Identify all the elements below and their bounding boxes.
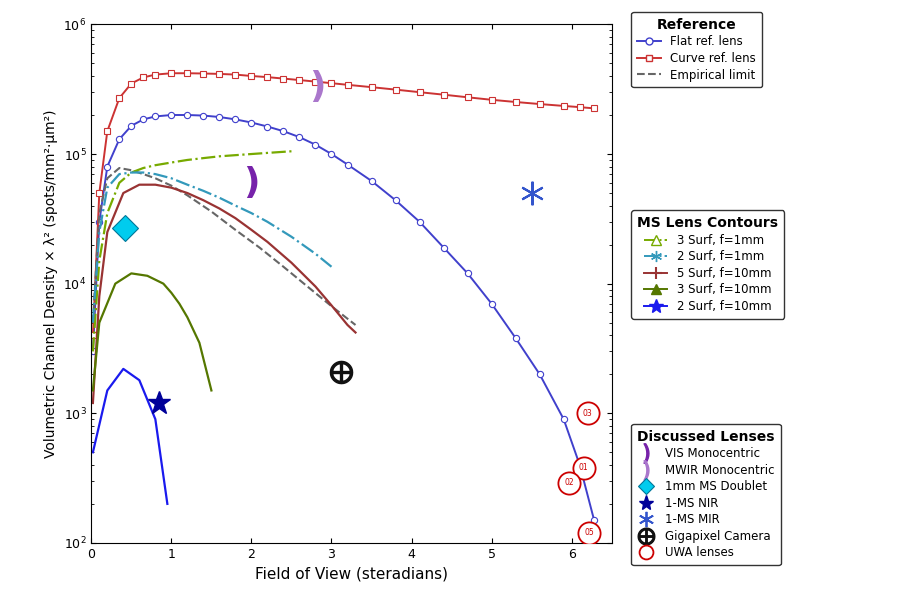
Legend: Flat ref. lens, Curve ref. lens, Empirical limit: Flat ref. lens, Curve ref. lens, Empiric… (631, 12, 762, 87)
Text: 03: 03 (582, 409, 593, 418)
Text: ): ) (243, 166, 259, 200)
Y-axis label: Volumetric Channel Density × λ² (spots/mm²·μm²): Volumetric Channel Density × λ² (spots/m… (44, 109, 58, 458)
Text: 02: 02 (564, 478, 574, 487)
Legend: 3 Surf, f=1mm, 2 Surf, f=1mm, 5 Surf, f=10mm, 3 Surf, f=10mm, 2 Surf, f=10mm: 3 Surf, f=1mm, 2 Surf, f=1mm, 5 Surf, f=… (631, 210, 784, 319)
Text: 05: 05 (584, 528, 594, 537)
X-axis label: Field of View (steradians): Field of View (steradians) (255, 566, 448, 581)
Legend: VIS Monocentric, MWIR Monocentric, 1mm MS Doublet, 1-MS NIR, 1-MS MIR, Gigapixel: VIS Monocentric, MWIR Monocentric, 1mm M… (631, 424, 781, 565)
Text: ): ) (309, 70, 325, 104)
Text: 01: 01 (579, 463, 589, 472)
